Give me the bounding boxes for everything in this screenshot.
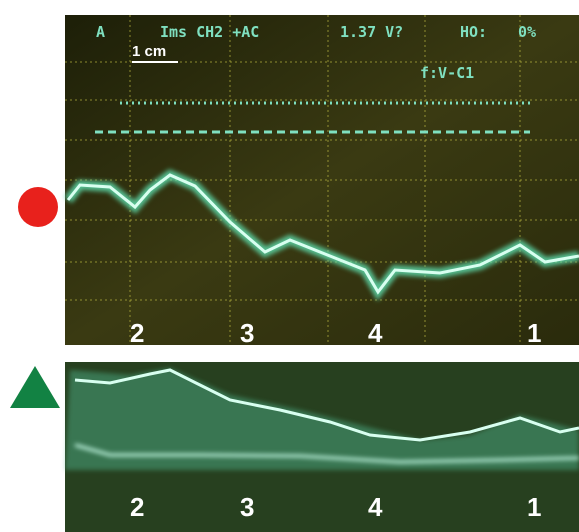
- hold: HO:: [460, 23, 487, 41]
- top-screen: A Ims CH2 +AC 1.37 V? HO: 0% f:V-C1 1 cm…: [65, 15, 579, 348]
- scale-label: 1 cm: [132, 43, 166, 60]
- figure: A Ims CH2 +AC 1.37 V? HO: 0% f:V-C1 1 cm…: [0, 0, 579, 532]
- position-label: 1: [527, 318, 541, 348]
- red-circle: [18, 187, 58, 227]
- percent: 0%: [518, 23, 536, 41]
- position-label: 4: [368, 318, 383, 348]
- function: f:V-C1: [420, 64, 474, 82]
- position-label: 4: [368, 492, 383, 522]
- channel: A: [96, 23, 105, 41]
- position-label: 3: [240, 318, 254, 348]
- position-label: 3: [240, 492, 254, 522]
- position-label: 2: [130, 492, 144, 522]
- bottom-screen: 2 3 4 1: [65, 362, 579, 532]
- green-triangle: [10, 366, 60, 408]
- position-label: 1: [527, 492, 541, 522]
- timebase: Ims CH2 +AC: [160, 23, 259, 41]
- position-label: 2: [130, 318, 144, 348]
- voltage: 1.37 V?: [340, 23, 403, 41]
